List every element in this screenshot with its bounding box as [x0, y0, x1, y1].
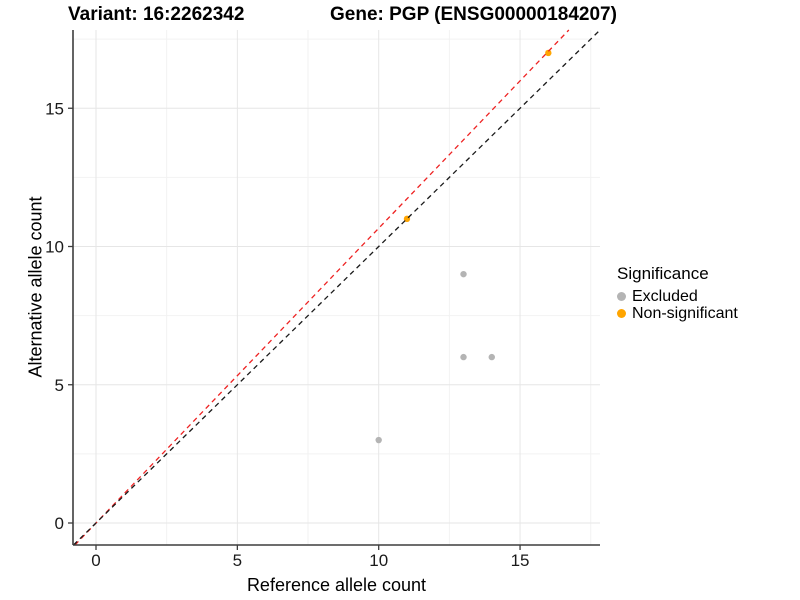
gene-title: Gene: PGP (ENSG00000184207) — [330, 4, 617, 25]
x-tick-label: 15 — [511, 551, 530, 570]
legend-item-excluded: Excluded — [617, 288, 800, 305]
x-axis-label: Reference allele count — [246, 575, 427, 595]
y-tick-label: 5 — [55, 376, 64, 395]
x-tick-label: 10 — [369, 551, 388, 570]
legend-item-label: Excluded — [632, 287, 698, 305]
identity-line — [73, 29, 601, 546]
data-point-excluded — [488, 353, 495, 361]
x-tick-label: 0 — [91, 551, 100, 570]
legend: Significance Excluded Non-significant — [615, 264, 800, 322]
legend-item-label: Non-significant — [632, 304, 738, 322]
y-tick-label: 0 — [55, 514, 64, 533]
legend-item-non-significant: Non-significant — [617, 305, 800, 322]
data-point-excluded — [460, 353, 467, 361]
data-point-non-significant — [545, 49, 552, 57]
excluded-point-icon — [617, 292, 626, 301]
x-tick-label: 5 — [233, 551, 242, 570]
y-tick-label: 15 — [45, 99, 64, 118]
non-significant-point-icon — [617, 309, 626, 318]
data-point-excluded — [375, 436, 382, 444]
y-axis-label: Alternative allele count — [25, 196, 46, 378]
y-tick-label: 10 — [45, 238, 64, 257]
fitted-line — [74, 29, 570, 546]
variant-title: Variant: 16:2262342 — [68, 4, 245, 25]
data-point-excluded — [460, 270, 467, 278]
legend-title: Significance — [617, 264, 709, 283]
